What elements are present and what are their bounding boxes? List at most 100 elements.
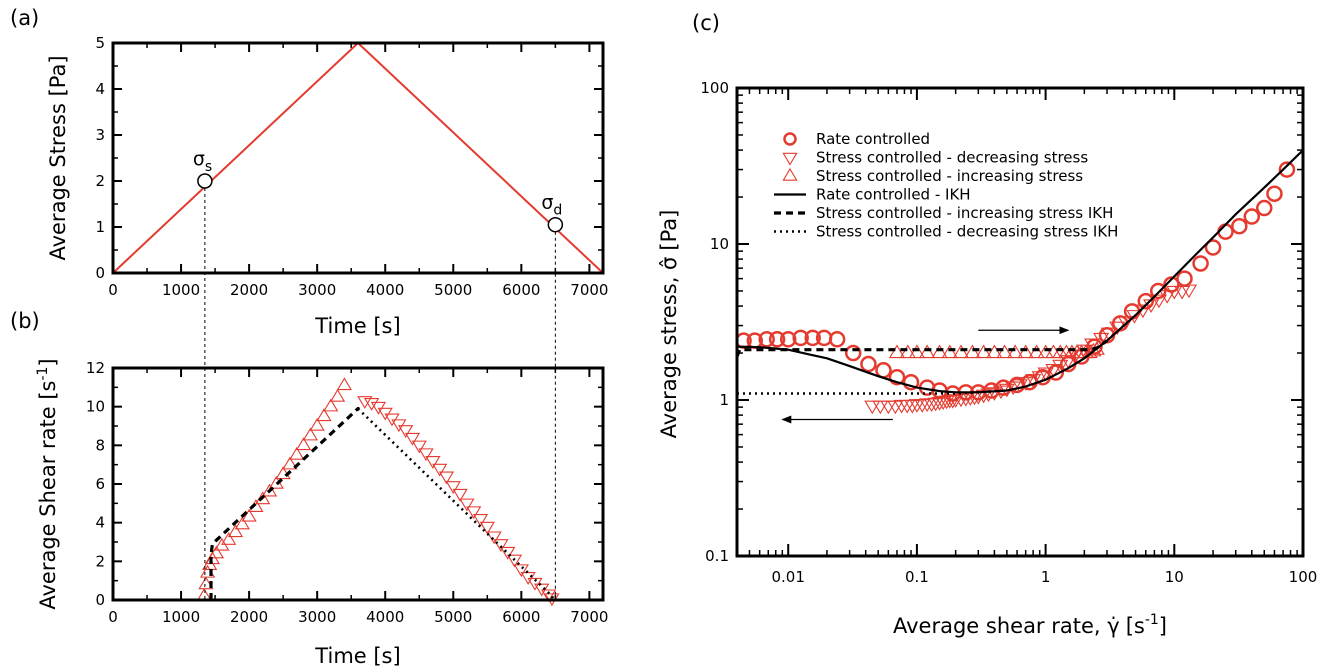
panel-c-series-1-marker <box>804 329 821 347</box>
panel-c-legend-entry-1-swatch <box>783 132 797 146</box>
panel-c-series-2-marker <box>1025 374 1042 388</box>
panel-b-ytick-label: 4 <box>95 514 105 532</box>
panel-c-series-3-marker <box>919 344 936 359</box>
panel-c-legend-entry-2-swatch <box>782 152 798 166</box>
panel-a-ytick-label: 5 <box>95 34 105 52</box>
panel-b-marker <box>336 377 353 391</box>
panel-c-legend-entry-5-label: Stress controlled - increasing stress IK… <box>816 204 1113 222</box>
panel-b-ytick-label: 12 <box>86 359 105 377</box>
panel-b-ytick-label: 2 <box>95 552 105 570</box>
panel-b-marker <box>540 589 557 603</box>
panel-a-ytick-label: 3 <box>95 126 105 144</box>
panel-c-series-3-marker <box>908 344 926 359</box>
panel-b-marker <box>404 432 421 446</box>
panel-b-ylabel: Average Shear rate [s-1] <box>35 358 60 609</box>
panel-a-point-s <box>197 173 213 189</box>
panel-c-legend-entry-3-label: Stress controlled - increasing stress <box>816 167 1083 185</box>
panel-a-point-label-s: σs <box>193 148 212 175</box>
panel-b: (b) 0 1000 2000 3000 4000 5000 6000 7000 0 2 4 6 8 10… <box>10 309 608 668</box>
panel-a-ytick-label: 2 <box>95 172 105 190</box>
panel-c-series-1-marker <box>1217 223 1234 240</box>
panel-a-xtick-label: 6000 <box>502 281 540 299</box>
panel-a-xtick-label: 1000 <box>162 281 200 299</box>
panel-c-legend-entry-2-label: Stress controlled - decreasing stress <box>816 149 1088 167</box>
panel-b-marker <box>411 440 427 454</box>
panel-b-ytick-label: 8 <box>95 436 105 454</box>
panel-b-xtick-label: 3000 <box>298 608 336 626</box>
panel-a-ytick-label: 4 <box>95 80 105 98</box>
panel-c-xlabel: Average shear rate, γ̇ [s-1] <box>893 612 1167 638</box>
panel-c-series-3-marker <box>1017 344 1034 359</box>
panel-b-marker <box>479 521 495 535</box>
panel-b-marker <box>208 545 225 559</box>
panel-b-marker <box>329 388 346 402</box>
panel-c-series-1-marker <box>1231 217 1248 235</box>
panel-b-marker <box>493 539 509 553</box>
panel-c-ytick-label: 10 <box>710 235 729 253</box>
panel-c-xtick-label: 0.01 <box>772 568 805 586</box>
panel-c-series-2-marker <box>1100 327 1117 342</box>
panel-a-xlabel: Time [s] <box>314 314 400 338</box>
panel-b-marker <box>452 488 468 502</box>
panel-c-series-2-marker <box>975 389 992 404</box>
panel-b-marker <box>486 531 502 545</box>
panel-c-series-2-marker <box>904 399 921 414</box>
panel-a-xtick-label: 5000 <box>434 281 472 299</box>
panel-c-series-1-marker <box>768 331 786 348</box>
panel-c-series-3-marker <box>952 344 970 359</box>
panel-b-marker <box>241 508 257 522</box>
panel-b-marker <box>363 398 380 411</box>
panel-c-series-3-marker <box>888 344 906 359</box>
panel-c-ytick-label: 1 <box>719 391 729 409</box>
panel-b-marker <box>445 481 461 495</box>
panel-c-series-3-marker <box>996 344 1013 359</box>
panel-c-series-2-marker <box>1180 284 1198 299</box>
panel-a-point-label-d: σd <box>541 192 562 219</box>
panel-c-legend-entry-1-label: Rate controlled <box>816 130 930 148</box>
panel-c-series-3-marker <box>1028 344 1045 359</box>
panel-c-series-1-marker <box>1256 199 1273 217</box>
panel-c-series-2-marker <box>914 399 931 413</box>
panel-a-xtick-label: 7000 <box>570 281 608 299</box>
panel-c-series-3-marker <box>1007 344 1024 359</box>
panel-c-series-1-marker <box>779 331 797 348</box>
panel-b-marker <box>261 483 278 497</box>
panel-b-marker <box>309 417 325 431</box>
panel-b-xtick-label: 5000 <box>434 608 472 626</box>
panel-c-series-2-marker <box>947 394 964 408</box>
panel-c-series-2-marker <box>1093 332 1110 347</box>
panel-a-ylabel: Average Stress [Pa] <box>46 55 70 260</box>
panel-c-xtick-label: 1 <box>1041 568 1051 586</box>
panel-c-series-1-marker <box>844 344 862 362</box>
panel-b-marker <box>425 456 441 469</box>
panel-c-series-2-marker <box>1159 290 1176 304</box>
panel-c-series-3-marker <box>986 344 1003 359</box>
panel-c-series-1-marker <box>888 368 906 386</box>
panel-a-point-d <box>547 216 564 233</box>
panel-c-ylabel: Average stress, σ̂[Pa] <box>657 210 681 439</box>
panel-c-series-2-marker <box>1045 363 1062 378</box>
panel-c-series-2-marker <box>1126 310 1143 324</box>
panel-c-series-1-marker <box>1266 185 1283 202</box>
panel-c-series-2-marker <box>1117 316 1134 330</box>
panel-a-xtick-label: 2000 <box>230 281 268 299</box>
panel-b-marker <box>357 396 373 409</box>
panel-b-model-line <box>209 407 360 600</box>
panel-c-series-1-marker <box>1278 161 1296 178</box>
panel-b-marker <box>302 427 318 441</box>
panel-c-legend-entry-6-label: Stress controlled - decreasing stress IK… <box>816 223 1118 241</box>
panel-c-series-1-marker <box>1204 239 1222 256</box>
panel-b-label: (b) <box>10 309 40 333</box>
panel-b-marker <box>227 524 244 538</box>
panel-c-series-3-marker <box>1037 344 1054 359</box>
panel-b-ytick-label: 0 <box>95 591 105 609</box>
panel-c-series-1-marker <box>860 355 877 373</box>
panel-c-series-1-marker <box>1243 208 1261 225</box>
panel-b-marker <box>459 498 475 512</box>
panel-b-marker <box>513 564 529 578</box>
panel-c-series-2-marker <box>931 397 948 411</box>
panel-b-marker <box>198 576 214 590</box>
panel-c-series-1-marker <box>828 331 846 348</box>
